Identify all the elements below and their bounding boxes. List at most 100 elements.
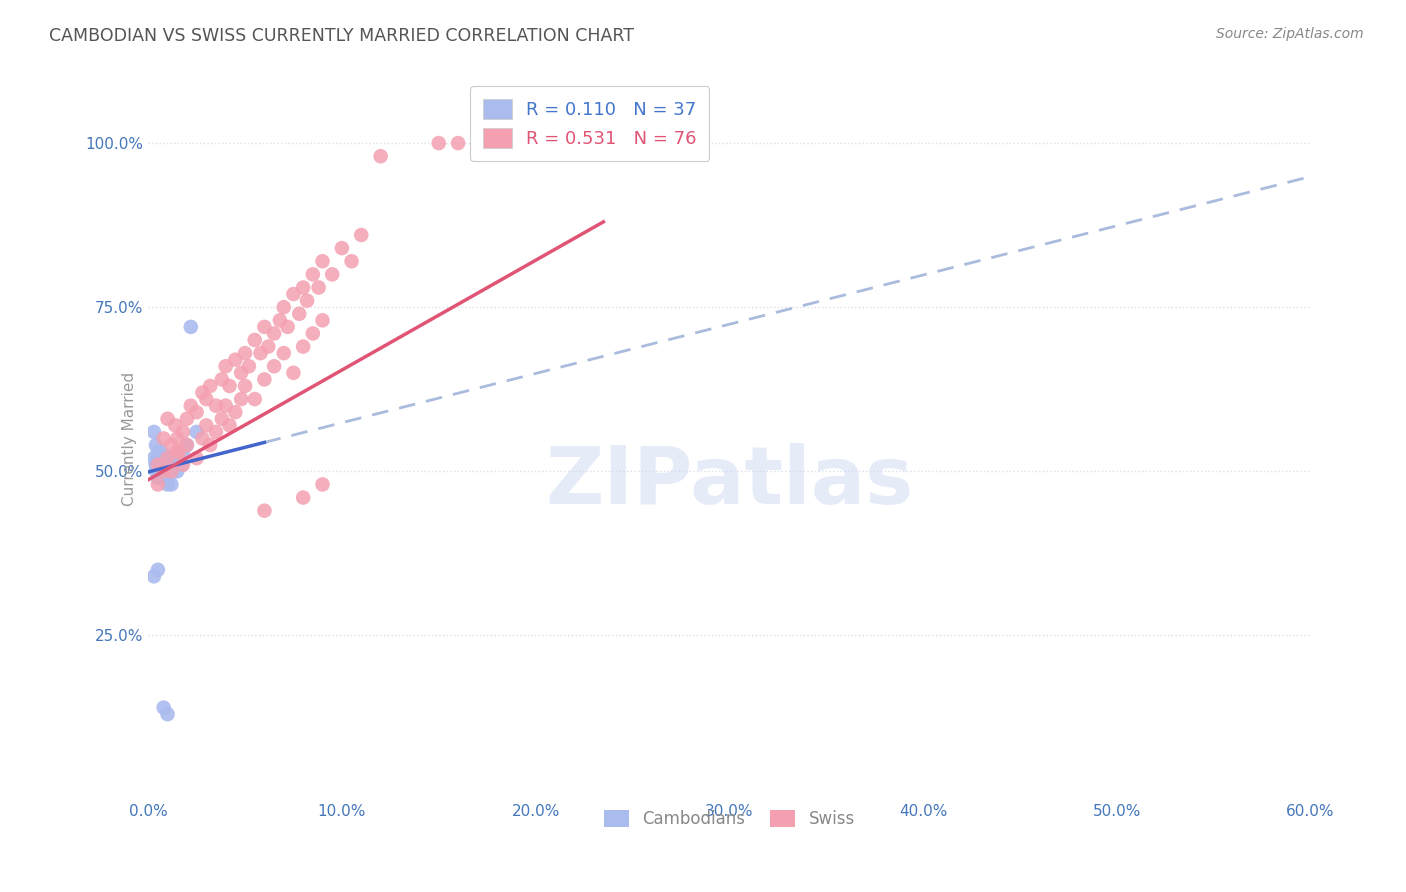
Point <box>146 563 169 577</box>
Point <box>155 458 177 472</box>
Point <box>170 458 193 472</box>
Point <box>143 425 166 439</box>
Point <box>176 411 198 425</box>
Point <box>273 300 295 314</box>
Point <box>152 700 174 714</box>
Point <box>288 307 311 321</box>
Point <box>156 477 179 491</box>
Point <box>205 399 228 413</box>
Point <box>224 405 246 419</box>
Text: ZIPatlas: ZIPatlas <box>546 442 914 521</box>
Point <box>143 451 166 466</box>
Point <box>253 319 276 334</box>
Point <box>152 464 174 478</box>
Point <box>146 458 169 472</box>
Point <box>308 280 330 294</box>
Point <box>311 254 333 268</box>
Point <box>292 280 315 294</box>
Point <box>330 241 353 255</box>
Point <box>146 444 169 458</box>
Point <box>233 346 256 360</box>
Point <box>582 136 605 150</box>
Point <box>156 411 179 425</box>
Point <box>145 438 167 452</box>
Point <box>211 411 233 425</box>
Point <box>218 379 240 393</box>
Point <box>150 458 173 472</box>
Point <box>167 444 190 458</box>
Point <box>301 268 323 282</box>
Point <box>191 385 214 400</box>
Point <box>156 707 179 722</box>
Point <box>146 477 169 491</box>
Point <box>160 464 183 478</box>
Point <box>295 293 318 308</box>
Point <box>340 254 363 268</box>
Point <box>292 491 315 505</box>
Point <box>172 425 194 439</box>
Point <box>205 425 228 439</box>
Point <box>156 451 179 466</box>
Point <box>162 464 184 478</box>
Point <box>146 471 169 485</box>
Legend: Cambodians, Swiss: Cambodians, Swiss <box>598 803 862 835</box>
Point <box>186 405 208 419</box>
Point <box>370 149 392 163</box>
Point <box>211 372 233 386</box>
Point <box>198 438 221 452</box>
Point <box>273 346 295 360</box>
Text: CAMBODIAN VS SWISS CURRENTLY MARRIED CORRELATION CHART: CAMBODIAN VS SWISS CURRENTLY MARRIED COR… <box>49 27 634 45</box>
Point <box>145 464 167 478</box>
Point <box>243 392 266 406</box>
Point <box>146 451 169 466</box>
Point <box>149 458 172 472</box>
Point <box>238 359 260 374</box>
Point <box>311 313 333 327</box>
Point <box>176 438 198 452</box>
Point <box>263 326 285 341</box>
Point <box>283 287 305 301</box>
Point <box>166 444 188 458</box>
Point <box>180 319 202 334</box>
Point <box>155 464 177 478</box>
Point <box>214 359 236 374</box>
Point <box>243 333 266 347</box>
Point <box>145 458 167 472</box>
Point <box>152 432 174 446</box>
Y-axis label: Currently Married: Currently Married <box>122 371 136 506</box>
Point <box>321 268 343 282</box>
Point <box>198 379 221 393</box>
Point <box>166 432 188 446</box>
Point <box>277 319 299 334</box>
Point <box>311 477 333 491</box>
Point <box>301 326 323 341</box>
Point <box>152 471 174 485</box>
Point <box>447 136 470 150</box>
Point <box>150 444 173 458</box>
Point <box>160 477 183 491</box>
Point <box>249 346 271 360</box>
Point <box>172 444 194 458</box>
Point <box>146 458 169 472</box>
Point <box>283 366 305 380</box>
Point <box>150 451 173 466</box>
Point <box>253 504 276 518</box>
Point <box>253 372 276 386</box>
Point <box>166 451 188 466</box>
Point <box>149 451 172 466</box>
Point <box>176 438 198 452</box>
Point <box>524 136 547 150</box>
Point <box>231 392 253 406</box>
Point <box>166 464 188 478</box>
Point <box>233 379 256 393</box>
Point <box>143 569 166 583</box>
Point <box>269 313 291 327</box>
Point <box>186 425 208 439</box>
Point <box>231 366 253 380</box>
Point <box>156 471 179 485</box>
Point <box>180 399 202 413</box>
Text: Source: ZipAtlas.com: Source: ZipAtlas.com <box>1216 27 1364 41</box>
Point <box>292 340 315 354</box>
Point <box>186 451 208 466</box>
Point <box>150 464 173 478</box>
